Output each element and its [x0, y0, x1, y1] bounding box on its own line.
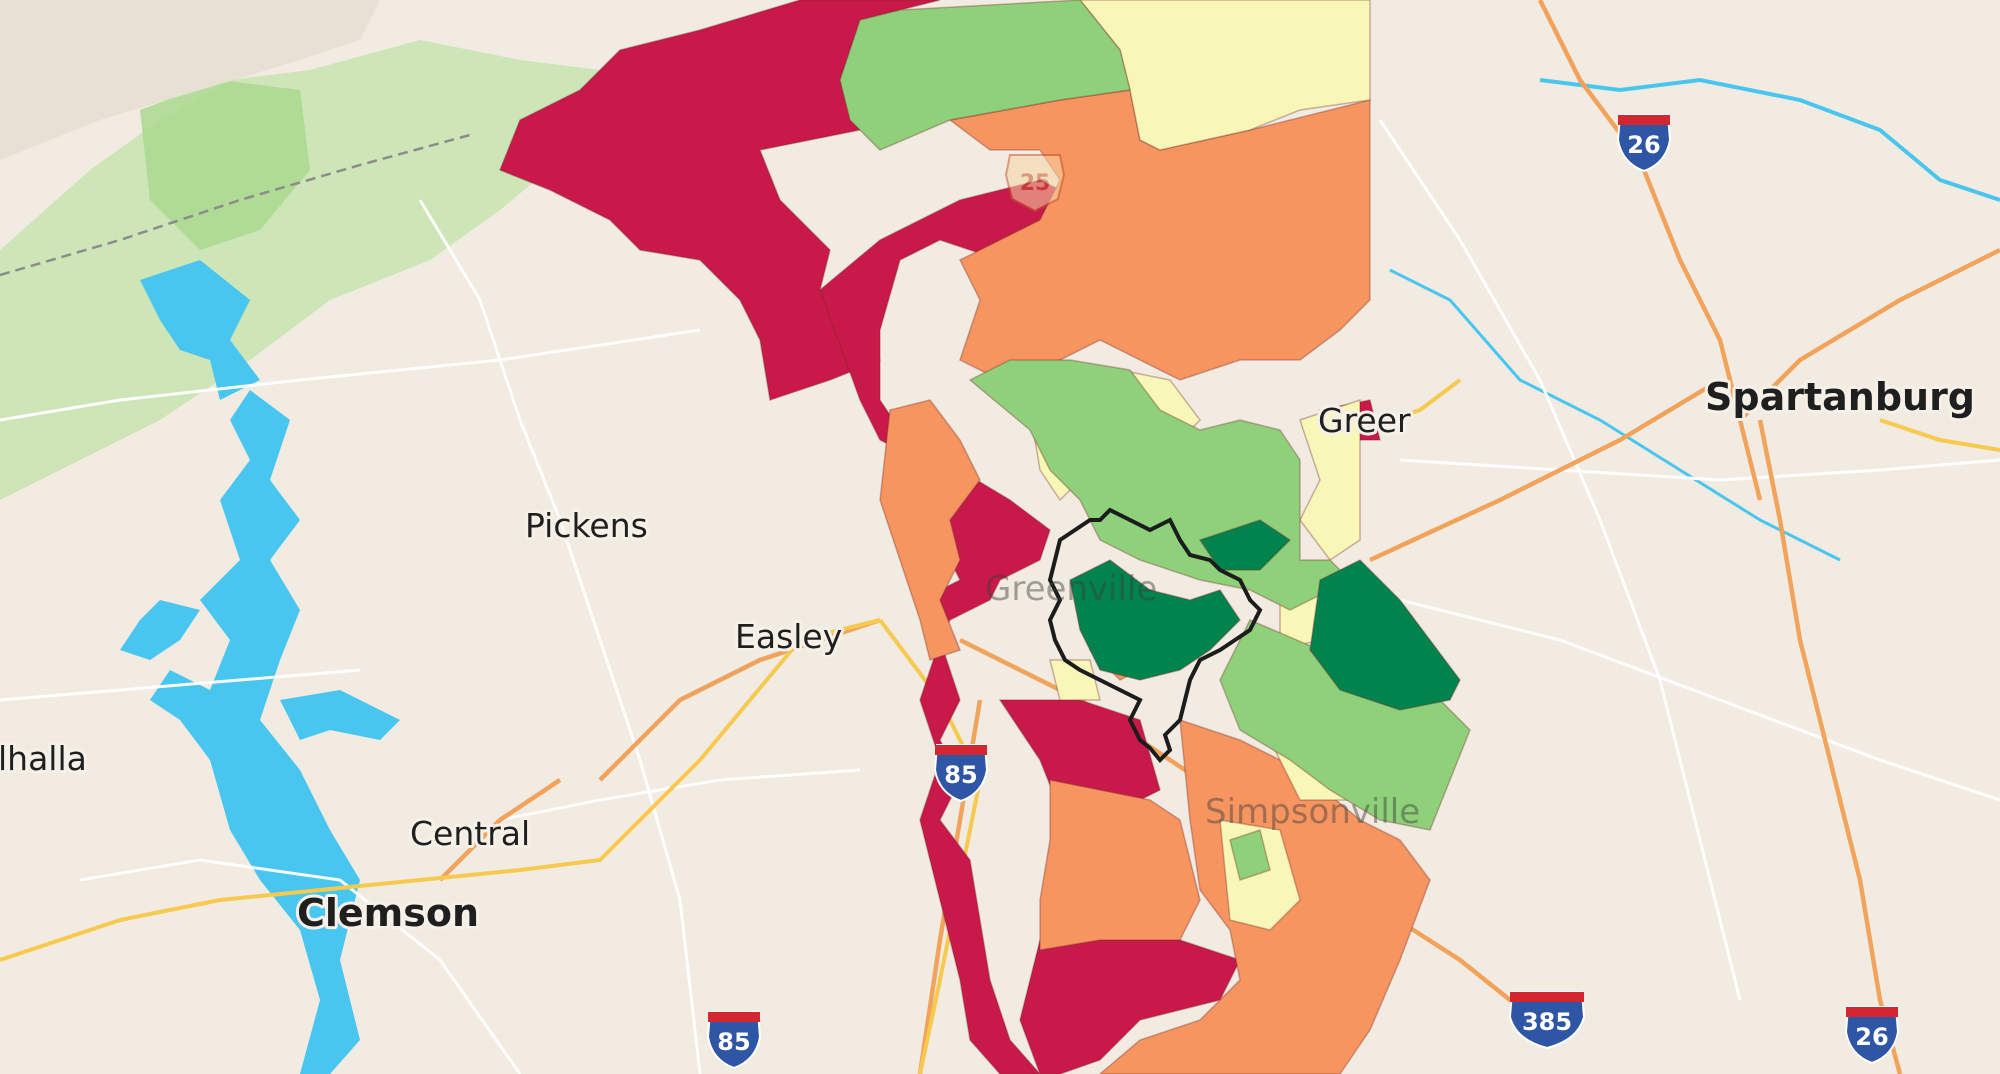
label-simpsonville: Simpsonville [1205, 792, 1420, 832]
i385-number: 385 [1522, 1008, 1572, 1036]
i85-south-number: 85 [717, 1028, 750, 1056]
us25-number: 25 [1020, 171, 1051, 196]
lake-branch [120, 600, 200, 660]
tract-dgreen-center [1069, 559, 1241, 681]
label-central: Central [410, 814, 530, 853]
lake-branch-2 [280, 690, 400, 740]
label-spartanburg: Spartanburg [1705, 375, 1975, 419]
label-greenville: Greenville [985, 569, 1157, 609]
river [1539, 77, 2000, 202]
shield-i85-center: 85 [933, 744, 989, 803]
roads-minor [0, 119, 2000, 1074]
i26-north-number: 26 [1627, 131, 1660, 159]
tract-lgreen-2 [1229, 829, 1271, 881]
tract-orange-south [1039, 779, 1201, 951]
label-greer: Greer [1318, 401, 1411, 440]
tract-yellow-6 [1049, 659, 1101, 701]
city-boundary-greenville [1047, 507, 1263, 763]
shield-i85-south: 85 [706, 1011, 762, 1070]
lake-keowee [140, 260, 260, 400]
tract-dgreen-east [1309, 559, 1461, 711]
shield-i26-south: 26 [1844, 1006, 1900, 1065]
i26-south-number: 26 [1855, 1023, 1888, 1051]
label-easley: Easley [735, 617, 842, 656]
river-2 [1389, 268, 1841, 562]
shield-us25: 25 [1004, 154, 1066, 213]
shield-i26-north: 26 [1616, 114, 1672, 173]
tract-lgreen-north [839, 0, 1131, 151]
park-area-2 [140, 80, 310, 250]
label-clemson: Clemson [297, 891, 479, 935]
tract-orange-west [879, 399, 981, 661]
lake-hartwell [150, 390, 360, 1074]
shield-i385: 385 [1508, 991, 1586, 1050]
state-border [0, 133, 471, 277]
label-walhalla: lhalla [0, 739, 87, 778]
park-area-3 [0, 0, 380, 160]
label-pickens: Pickens [525, 506, 648, 545]
i85-center-number: 85 [944, 761, 977, 789]
